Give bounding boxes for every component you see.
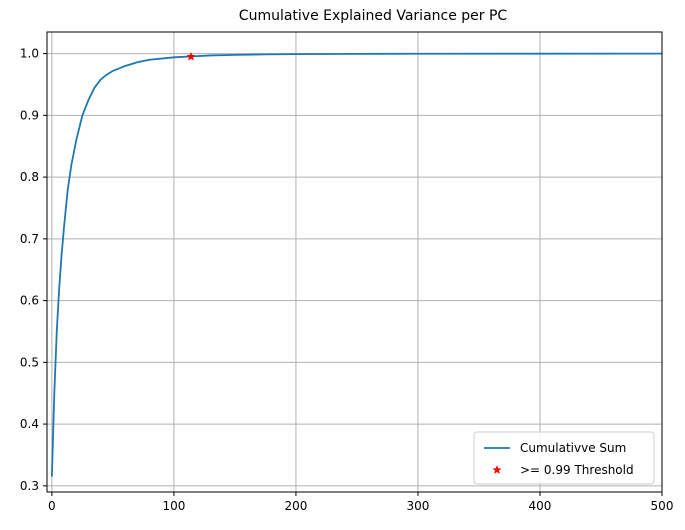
x-tick-label: 300 xyxy=(406,499,429,513)
y-tick-label: 0.9 xyxy=(20,108,39,122)
y-tick-label: 0.5 xyxy=(20,355,39,369)
plot-frame xyxy=(46,31,663,493)
x-tick-label: 500 xyxy=(651,499,674,513)
legend-label: >= 0.99 Threshold xyxy=(520,463,634,477)
y-tick-label: 0.4 xyxy=(20,417,39,431)
x-tick-label: 400 xyxy=(529,499,552,513)
y-tick-label: 0.3 xyxy=(20,479,39,493)
chart-title: Cumulative Explained Variance per PC xyxy=(239,8,508,24)
y-tick-label: 1.0 xyxy=(20,47,39,61)
y-tick-label: 0.8 xyxy=(20,170,39,184)
series-layer xyxy=(50,51,663,477)
legend-star-handle xyxy=(492,465,502,474)
x-tick-label: 0 xyxy=(48,499,56,513)
legend: Cumulativve Sum >= 0.99 Threshold xyxy=(473,431,655,485)
y-tick-label: 0.6 xyxy=(20,294,39,308)
x-tick-label: 100 xyxy=(162,499,185,513)
grid-layer xyxy=(47,32,663,492)
series-line-0 xyxy=(50,52,663,477)
threshold-star-marker xyxy=(186,51,196,61)
y-tick-label: 0.7 xyxy=(20,232,39,246)
x-tick-label: 200 xyxy=(284,499,307,513)
legend-label: Cumulativve Sum xyxy=(520,441,626,455)
tick-layer: 0 100 200 300 400 500 0.3 0.4 0.5 0.6 0.7 0.8 0.9 1.0 xyxy=(20,47,674,513)
legend-box xyxy=(473,431,655,485)
